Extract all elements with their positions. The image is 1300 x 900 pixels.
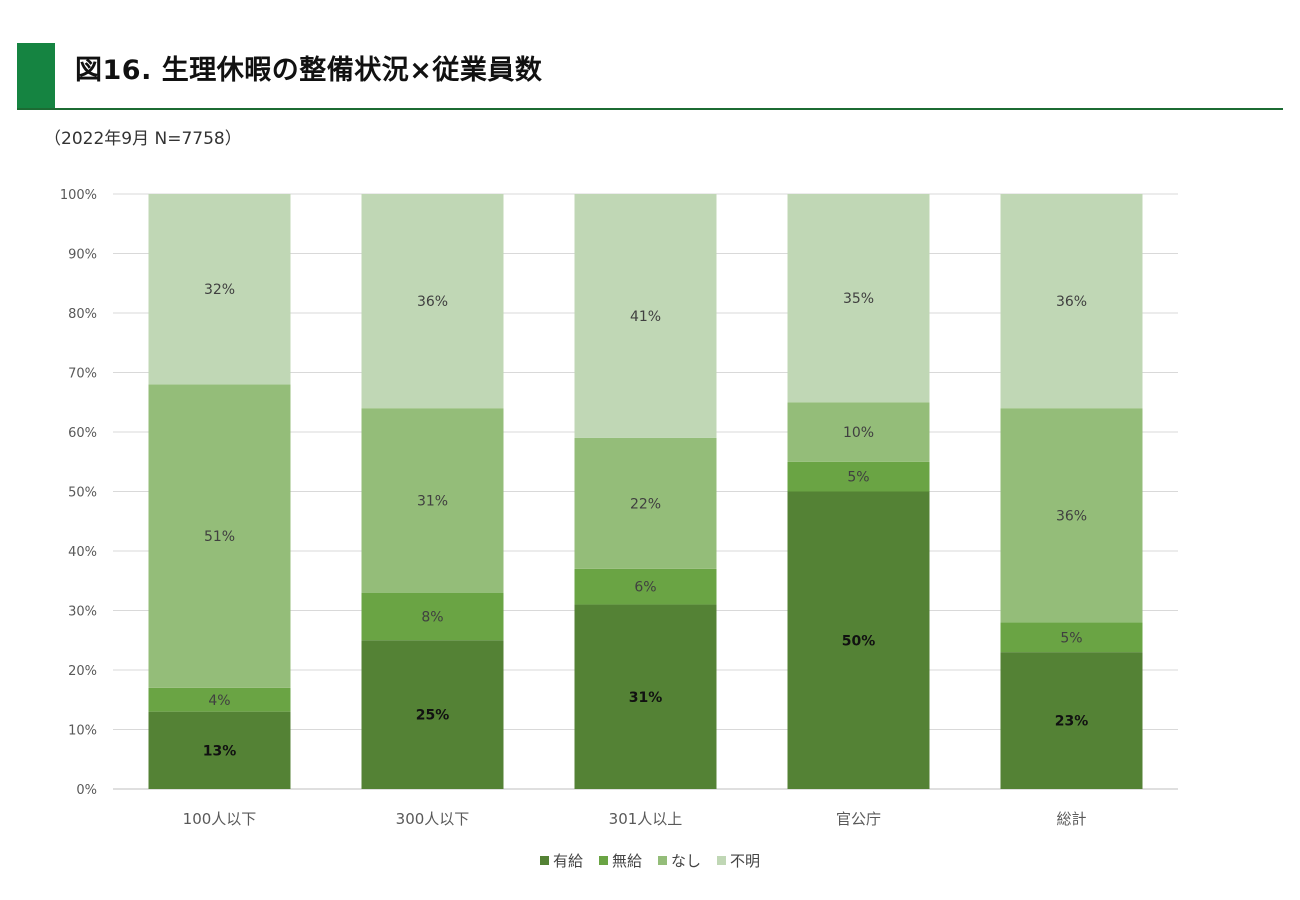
bar-segment xyxy=(361,640,504,789)
bar-segment xyxy=(148,384,291,688)
legend-item: 無給 xyxy=(598,848,642,872)
bar-segment xyxy=(148,194,291,385)
legend-label: 不明 xyxy=(730,851,761,870)
data-label: 41% xyxy=(630,309,661,325)
legend-swatch xyxy=(598,855,608,865)
y-tick-label: 20% xyxy=(68,664,97,679)
bar-segment xyxy=(1000,194,1143,409)
bar-segment xyxy=(1000,408,1143,623)
legend-label: なし xyxy=(671,851,702,870)
y-tick-label: 10% xyxy=(68,724,97,739)
bar-segment xyxy=(1000,652,1143,789)
x-tick-label: 301人以上 xyxy=(609,810,683,828)
data-label: 10% xyxy=(843,425,874,441)
data-label: 32% xyxy=(204,282,235,298)
data-label: 36% xyxy=(1056,294,1087,310)
bar-segment xyxy=(148,687,291,712)
legend-item: なし xyxy=(658,848,701,872)
data-label: 6% xyxy=(634,580,656,596)
chart-subtitle: （2022年9月 N=7758） xyxy=(44,129,242,149)
data-label: 51% xyxy=(204,529,235,545)
chart-header: 図16. 生理休暇の整備状況×従業員数 xyxy=(0,0,1300,112)
data-label: 25% xyxy=(416,708,450,724)
data-label: 31% xyxy=(417,493,448,509)
legend-label: 有給 xyxy=(552,851,583,870)
bar-segment xyxy=(574,604,717,789)
y-tick-label: 90% xyxy=(68,248,97,263)
bar-segment xyxy=(361,194,504,409)
y-tick-label: 80% xyxy=(68,307,97,322)
legend-item: 不明 xyxy=(717,848,760,872)
data-label: 35% xyxy=(843,291,874,307)
header-divider xyxy=(17,108,1283,110)
bar-segment xyxy=(574,194,717,438)
y-tick-label: 40% xyxy=(68,545,97,560)
bar-segment xyxy=(148,711,291,789)
bar-segment xyxy=(1000,622,1143,653)
data-label: 5% xyxy=(1060,630,1082,646)
bar-segment xyxy=(361,592,504,641)
bar-segment xyxy=(361,408,504,593)
header-accent-bar xyxy=(17,43,55,109)
legend-label: 無給 xyxy=(611,851,642,870)
data-label: 50% xyxy=(842,633,876,649)
legend-item: 有給 xyxy=(539,848,583,872)
legend-swatch xyxy=(539,855,549,865)
x-tick-label: 官公庁 xyxy=(836,810,881,828)
chart-title: 図16. 生理休暇の整備状況×従業員数 xyxy=(75,55,543,86)
data-label: 23% xyxy=(1055,714,1089,730)
y-tick-label: 50% xyxy=(68,486,97,501)
data-label: 4% xyxy=(208,693,230,709)
data-label: 8% xyxy=(421,609,443,625)
legend-swatch xyxy=(658,855,667,865)
data-label: 36% xyxy=(417,294,448,310)
bar-segment xyxy=(787,491,930,789)
y-tick-label: 70% xyxy=(68,367,97,382)
bar-segment xyxy=(574,437,717,569)
bar-segment xyxy=(574,568,717,605)
y-tick-label: 0% xyxy=(76,783,97,798)
legend-swatch xyxy=(717,855,727,865)
x-tick-label: 総計 xyxy=(1056,810,1086,828)
y-tick-label: 100% xyxy=(60,188,97,203)
chart-legend: 有給 無給 なし 不明 xyxy=(0,848,1300,872)
bar-segment xyxy=(787,402,930,462)
y-tick-label: 30% xyxy=(68,605,97,620)
data-label: 31% xyxy=(629,690,663,706)
data-label: 5% xyxy=(847,470,869,486)
bar-segment xyxy=(787,194,930,403)
x-tick-label: 100人以下 xyxy=(183,810,257,828)
bar-segment xyxy=(787,461,930,492)
data-label: 13% xyxy=(203,743,237,759)
x-tick-label: 300人以下 xyxy=(396,810,470,828)
data-label: 22% xyxy=(630,496,661,512)
data-label: 36% xyxy=(1056,508,1087,524)
y-tick-label: 60% xyxy=(68,426,97,441)
